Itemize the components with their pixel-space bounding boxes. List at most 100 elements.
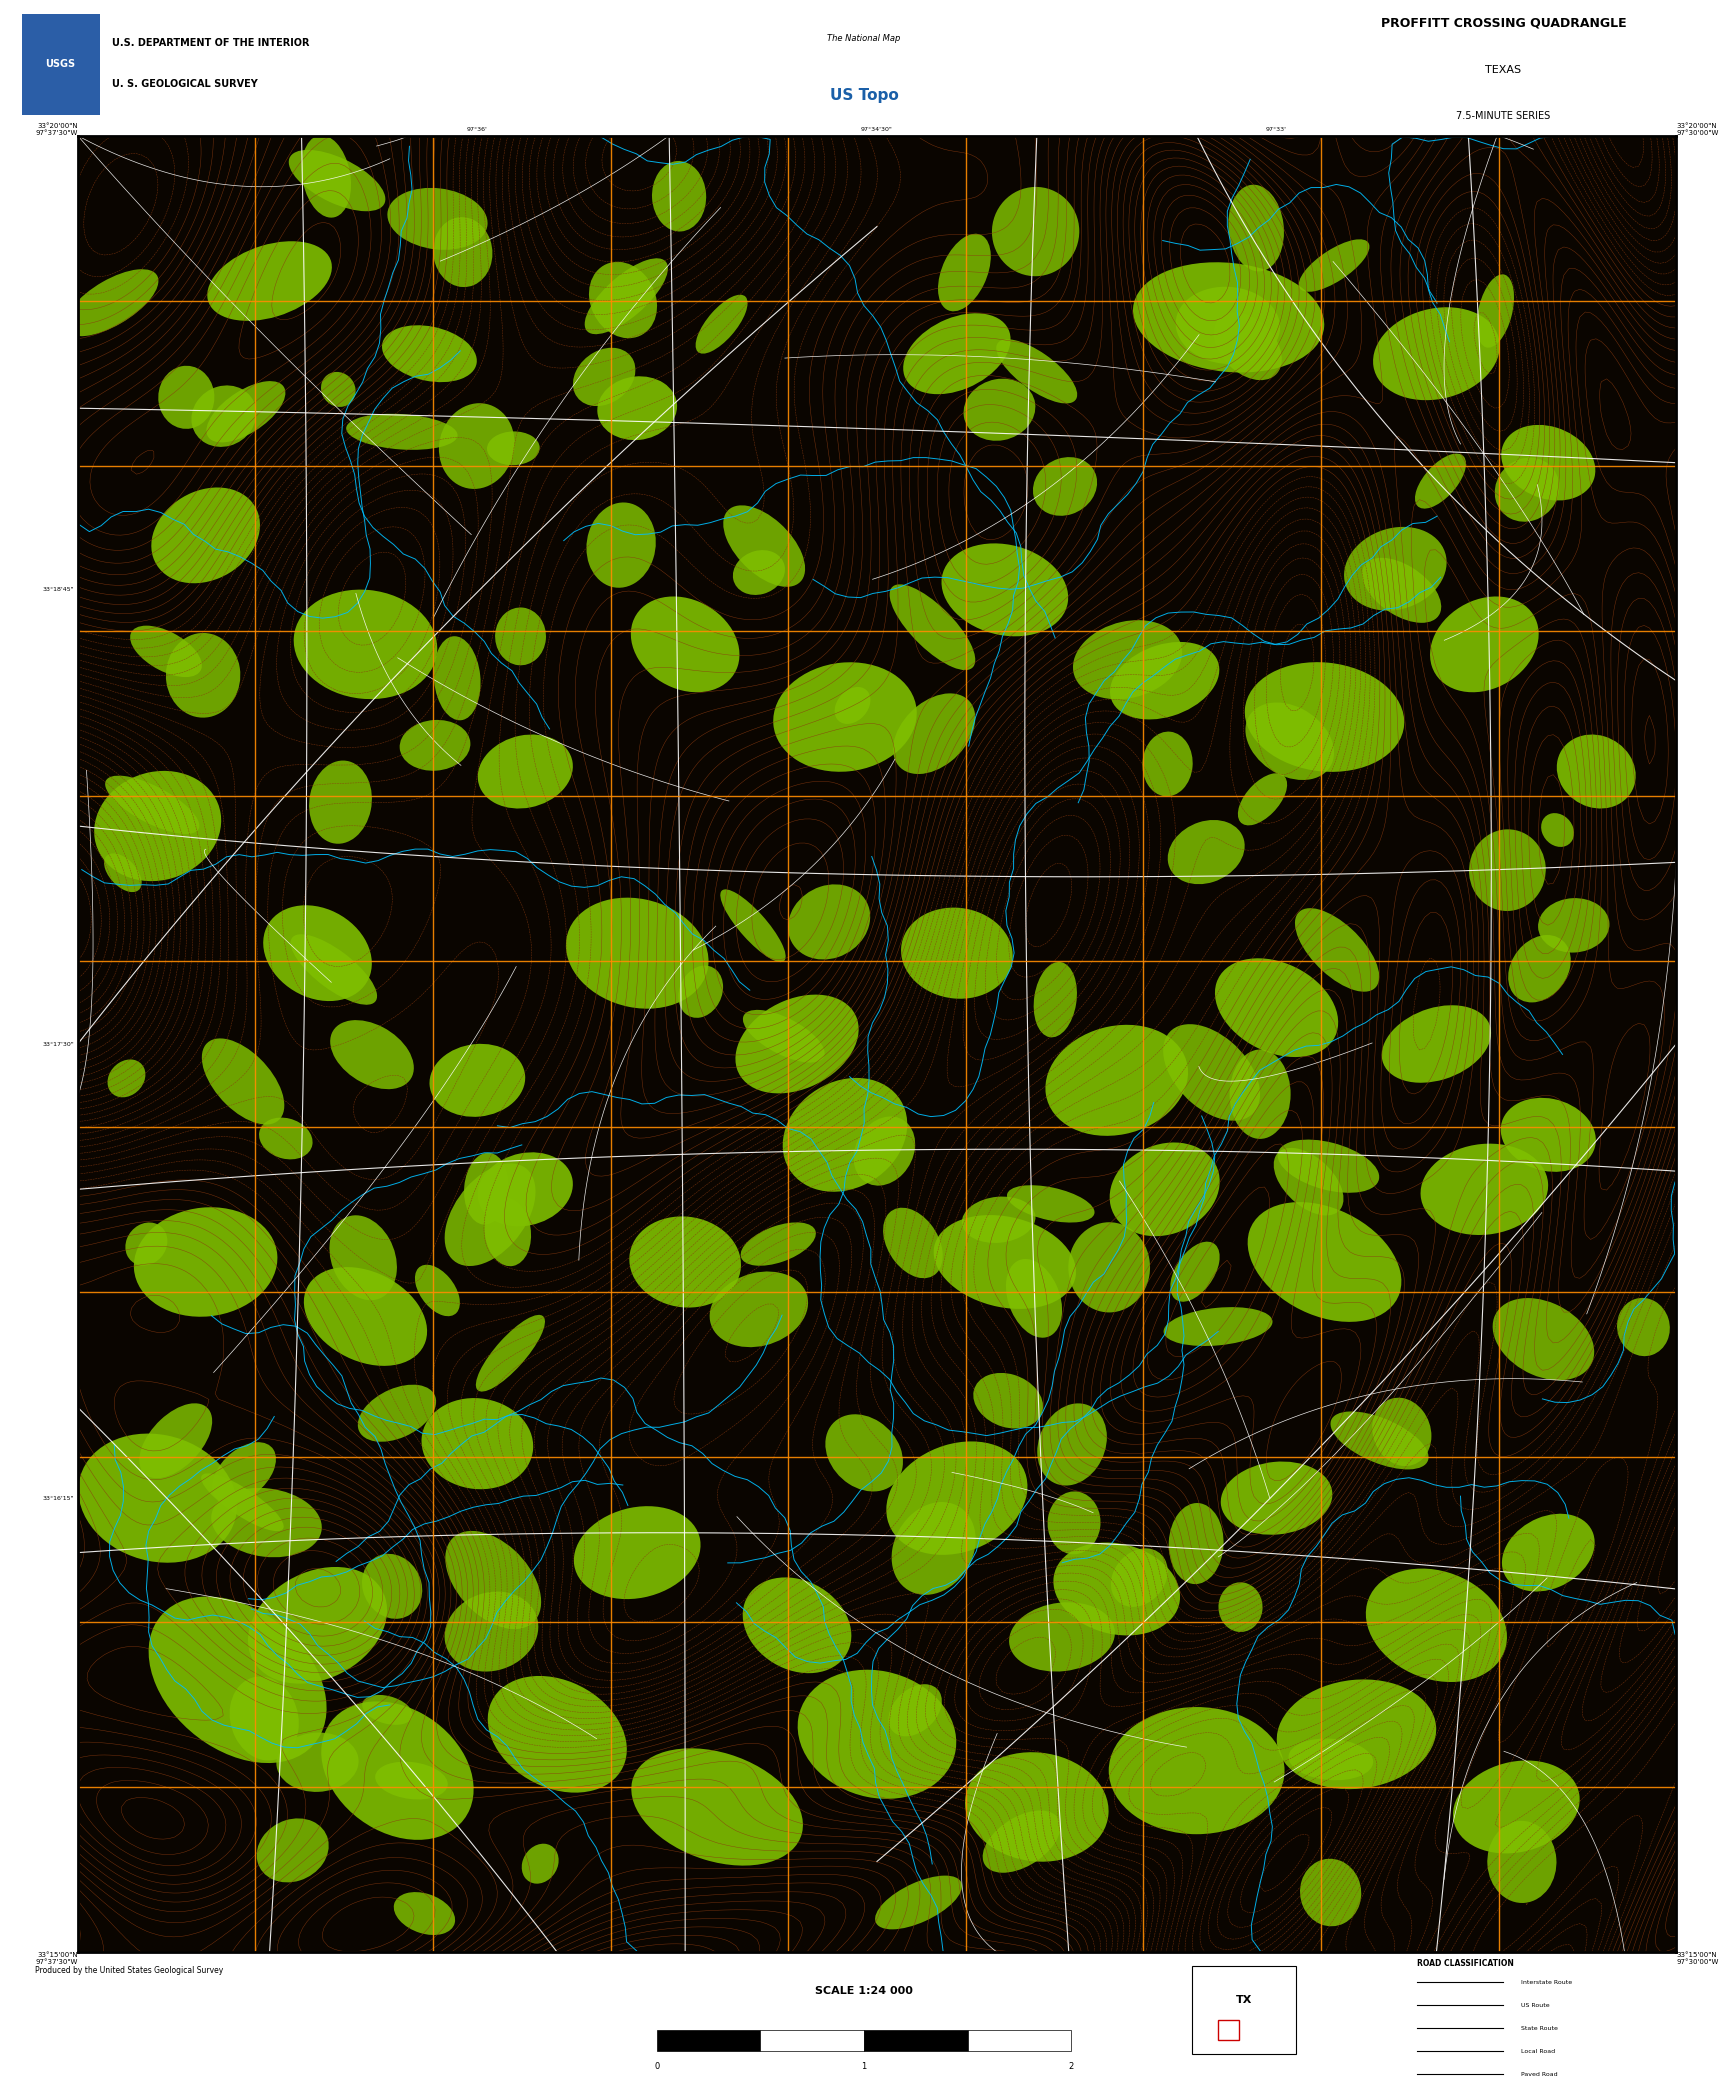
Ellipse shape [230,1677,299,1760]
Ellipse shape [741,1221,816,1265]
Ellipse shape [200,1474,283,1531]
Ellipse shape [1289,1739,1374,1781]
Bar [1218,2021,1239,2040]
Ellipse shape [962,1196,1035,1242]
Text: US Route: US Route [1521,2002,1550,2009]
Text: 33°20'00"N
97°37'30"W: 33°20'00"N 97°37'30"W [35,123,78,136]
Ellipse shape [938,234,990,311]
Ellipse shape [133,1207,278,1318]
Ellipse shape [743,1576,852,1672]
Ellipse shape [1045,1025,1189,1136]
Ellipse shape [1500,1098,1597,1171]
Text: 33°17'30": 33°17'30" [43,1042,74,1046]
Ellipse shape [1431,597,1538,693]
Ellipse shape [346,413,458,449]
Ellipse shape [363,1695,413,1725]
Ellipse shape [1109,641,1220,720]
Text: 2: 2 [1068,2061,1075,2071]
Ellipse shape [66,269,159,336]
Ellipse shape [1493,1299,1595,1380]
Text: TX: TX [1236,1994,1253,2004]
Ellipse shape [1617,1299,1669,1357]
Ellipse shape [598,376,677,441]
Ellipse shape [1033,457,1097,516]
Ellipse shape [1277,1140,1379,1192]
Text: State Route: State Route [1521,2025,1557,2032]
Ellipse shape [1033,963,1077,1038]
Ellipse shape [130,626,202,677]
Ellipse shape [964,378,1035,441]
Ellipse shape [1477,274,1514,349]
Ellipse shape [302,136,351,217]
Ellipse shape [1294,908,1379,992]
Ellipse shape [387,188,487,251]
Ellipse shape [854,1117,916,1186]
Text: Paved Road: Paved Road [1521,2071,1557,2078]
Ellipse shape [631,597,740,693]
Ellipse shape [1331,1411,1429,1470]
Ellipse shape [1047,1491,1101,1553]
Ellipse shape [487,1677,627,1794]
Ellipse shape [522,1844,558,1883]
Ellipse shape [1109,1142,1220,1236]
Ellipse shape [904,313,1011,395]
Ellipse shape [465,1153,508,1226]
Ellipse shape [724,505,805,587]
Text: 7.5-MINUTE SERIES: 7.5-MINUTE SERIES [1457,111,1550,121]
Bar [968,2030,1071,2050]
Ellipse shape [1168,1503,1223,1585]
Ellipse shape [477,735,574,808]
Ellipse shape [721,889,786,963]
Ellipse shape [736,994,859,1094]
Ellipse shape [399,720,470,770]
Ellipse shape [890,585,975,670]
Ellipse shape [107,1059,145,1098]
Ellipse shape [1170,1242,1220,1301]
Ellipse shape [415,1265,460,1315]
Ellipse shape [1009,1601,1115,1672]
Ellipse shape [361,1553,422,1618]
Ellipse shape [1557,735,1636,808]
Ellipse shape [484,1199,530,1265]
Ellipse shape [892,1501,976,1595]
Ellipse shape [900,908,1013,998]
Ellipse shape [477,1153,574,1226]
Ellipse shape [1372,1397,1431,1466]
Text: Local Road: Local Road [1521,2048,1555,2055]
Ellipse shape [883,1207,943,1278]
Text: 97°36': 97°36' [467,127,487,132]
Ellipse shape [1037,1403,1108,1485]
Ellipse shape [430,1044,525,1117]
Ellipse shape [826,1414,904,1491]
Ellipse shape [983,1810,1061,1873]
Ellipse shape [1220,1462,1332,1535]
Bar [864,2030,968,2050]
Ellipse shape [126,1221,168,1265]
Ellipse shape [973,1374,1044,1428]
Ellipse shape [1248,1203,1401,1322]
Ellipse shape [140,1403,213,1478]
Ellipse shape [1362,557,1441,622]
Text: 97°34'30": 97°34'30" [861,127,893,132]
Ellipse shape [263,906,372,1000]
Text: 33°15'00"N
97°30'00"W: 33°15'00"N 97°30'00"W [1676,1952,1719,1965]
Text: SCALE 1:24 000: SCALE 1:24 000 [816,1986,912,1996]
Text: 33°18'45": 33°18'45" [43,587,74,593]
Ellipse shape [788,885,871,960]
Ellipse shape [276,1733,359,1792]
Ellipse shape [1068,1221,1151,1313]
Ellipse shape [783,1077,907,1192]
Ellipse shape [487,432,539,466]
Ellipse shape [1502,1514,1595,1591]
Ellipse shape [321,1702,473,1840]
Ellipse shape [434,217,492,288]
Text: PROFFITT CROSSING QUADRANGLE: PROFFITT CROSSING QUADRANGLE [1381,17,1626,29]
Ellipse shape [289,150,385,211]
Bar [657,2030,760,2050]
Ellipse shape [1229,184,1284,271]
Ellipse shape [1007,1186,1094,1224]
Ellipse shape [798,1670,956,1800]
Ellipse shape [933,1215,1077,1309]
Text: TEXAS: TEXAS [1486,65,1521,75]
Ellipse shape [202,1038,285,1125]
